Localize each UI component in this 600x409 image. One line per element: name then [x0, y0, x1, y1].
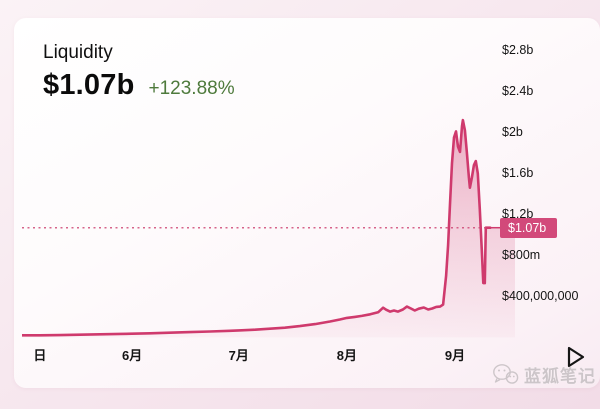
x-axis-label: 8月: [336, 348, 357, 363]
y-axis-label: $1.6b: [502, 166, 534, 181]
chart-title: Liquidity: [43, 42, 113, 63]
wechat-icon: [493, 364, 519, 384]
x-axis-label: 日: [33, 348, 47, 363]
watermark-text: 蓝狐笔记: [524, 367, 596, 386]
liquidity-card: Liquidity $1.07b +123.88% $2.8b $2.4b $2b $…: [14, 18, 600, 388]
liquidity-area-chart[interactable]: [22, 40, 518, 350]
y-axis-label: $2.4b: [502, 84, 534, 99]
x-axis-label: 9月: [444, 348, 466, 363]
watermark: 蓝狐笔记: [492, 362, 596, 387]
current-value-badge: $1.07b: [500, 217, 557, 238]
series-line: [22, 118, 492, 337]
y-axis-label: $2b: [502, 125, 523, 140]
value-row: $1.07b +123.88%: [43, 69, 235, 102]
y-axis-label: $800m: [502, 248, 541, 263]
y-axis-label: $400,000,000: [502, 289, 579, 304]
x-axis-label: 6月: [121, 348, 143, 363]
y-axis-label: $2.8b: [502, 43, 534, 58]
x-axis-label: 7月: [228, 348, 249, 363]
card-header: Liquidity $1.07b +123.88%: [43, 42, 235, 102]
play-icon[interactable]: [565, 345, 587, 369]
chart-canvas[interactable]: [22, 40, 518, 350]
change-percentage: +123.88%: [148, 78, 235, 99]
current-liquidity-value: $1.07b: [43, 69, 135, 101]
